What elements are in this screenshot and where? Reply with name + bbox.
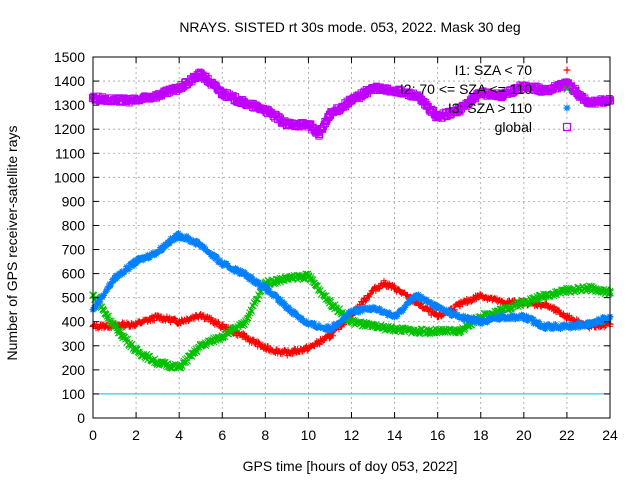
y-tick-label: 400 [62, 314, 86, 330]
legend: I1: SZA < 70 I2: 70 <= SZA <= 110 I3: SZA … [400, 62, 572, 135]
x-tick-label: 18 [473, 427, 489, 443]
legend-label: global [495, 119, 532, 135]
y-tick-label: 100 [62, 386, 86, 402]
x-axis-title: GPS time [hours of doy 053, 2022] [243, 458, 458, 474]
x-tick-label: 16 [430, 427, 446, 443]
chart-title: NRAYS. SISTED rt 30s mode. 053, 2022. Ma… [179, 19, 520, 35]
legend-marker [563, 66, 571, 74]
y-tick-label: 600 [62, 266, 86, 282]
series-marker-trace [89, 68, 614, 140]
x-tick-label: 2 [132, 427, 140, 443]
legend-marker [563, 104, 571, 112]
x-tick-label: 12 [344, 427, 360, 443]
y-tick-label: 1500 [54, 49, 85, 65]
legend-label: I3: SZA > 110 [448, 100, 532, 116]
y-tick-label: 1300 [54, 97, 85, 113]
x-tick-label: 0 [89, 427, 97, 443]
x-tick-label: 14 [387, 427, 403, 443]
x-tick-label: 20 [516, 427, 532, 443]
y-axis-title: Number of GPS receiver-satellite rays [4, 126, 20, 361]
series-i3-sza-110 [89, 229, 614, 334]
y-tick-label: 1100 [55, 145, 85, 161]
x-tick-label: 8 [261, 427, 269, 443]
x-tick-label: 4 [175, 427, 183, 443]
legend-marker [563, 85, 571, 93]
x-tick-label: 24 [602, 427, 618, 443]
x-tick-label: 6 [218, 427, 226, 443]
x-tick-label: 22 [559, 427, 575, 443]
series-global [88, 68, 615, 140]
y-tick-label: 300 [62, 338, 86, 354]
y-tick-label: 0 [77, 410, 85, 426]
y-tick-label: 200 [62, 362, 86, 378]
y-tick-label: 1200 [54, 121, 85, 137]
y-tick-label: 1400 [54, 73, 85, 89]
legend-label: I1: SZA < 70 [455, 62, 533, 78]
x-tick-label: 10 [301, 427, 317, 443]
legend-marker [562, 122, 572, 132]
axis-ticks: 0 2 4 6 8 10 12 14 16 18 20 22 240100200300400500600… [54, 49, 618, 443]
legend-label: I2: 70 <= SZA <= 110 [400, 81, 532, 97]
y-tick-label: 700 [62, 242, 86, 258]
y-tick-label: 900 [62, 193, 86, 209]
y-tick-label: 500 [62, 290, 86, 306]
y-tick-label: 800 [62, 217, 86, 233]
y-tick-label: 1000 [54, 169, 85, 185]
